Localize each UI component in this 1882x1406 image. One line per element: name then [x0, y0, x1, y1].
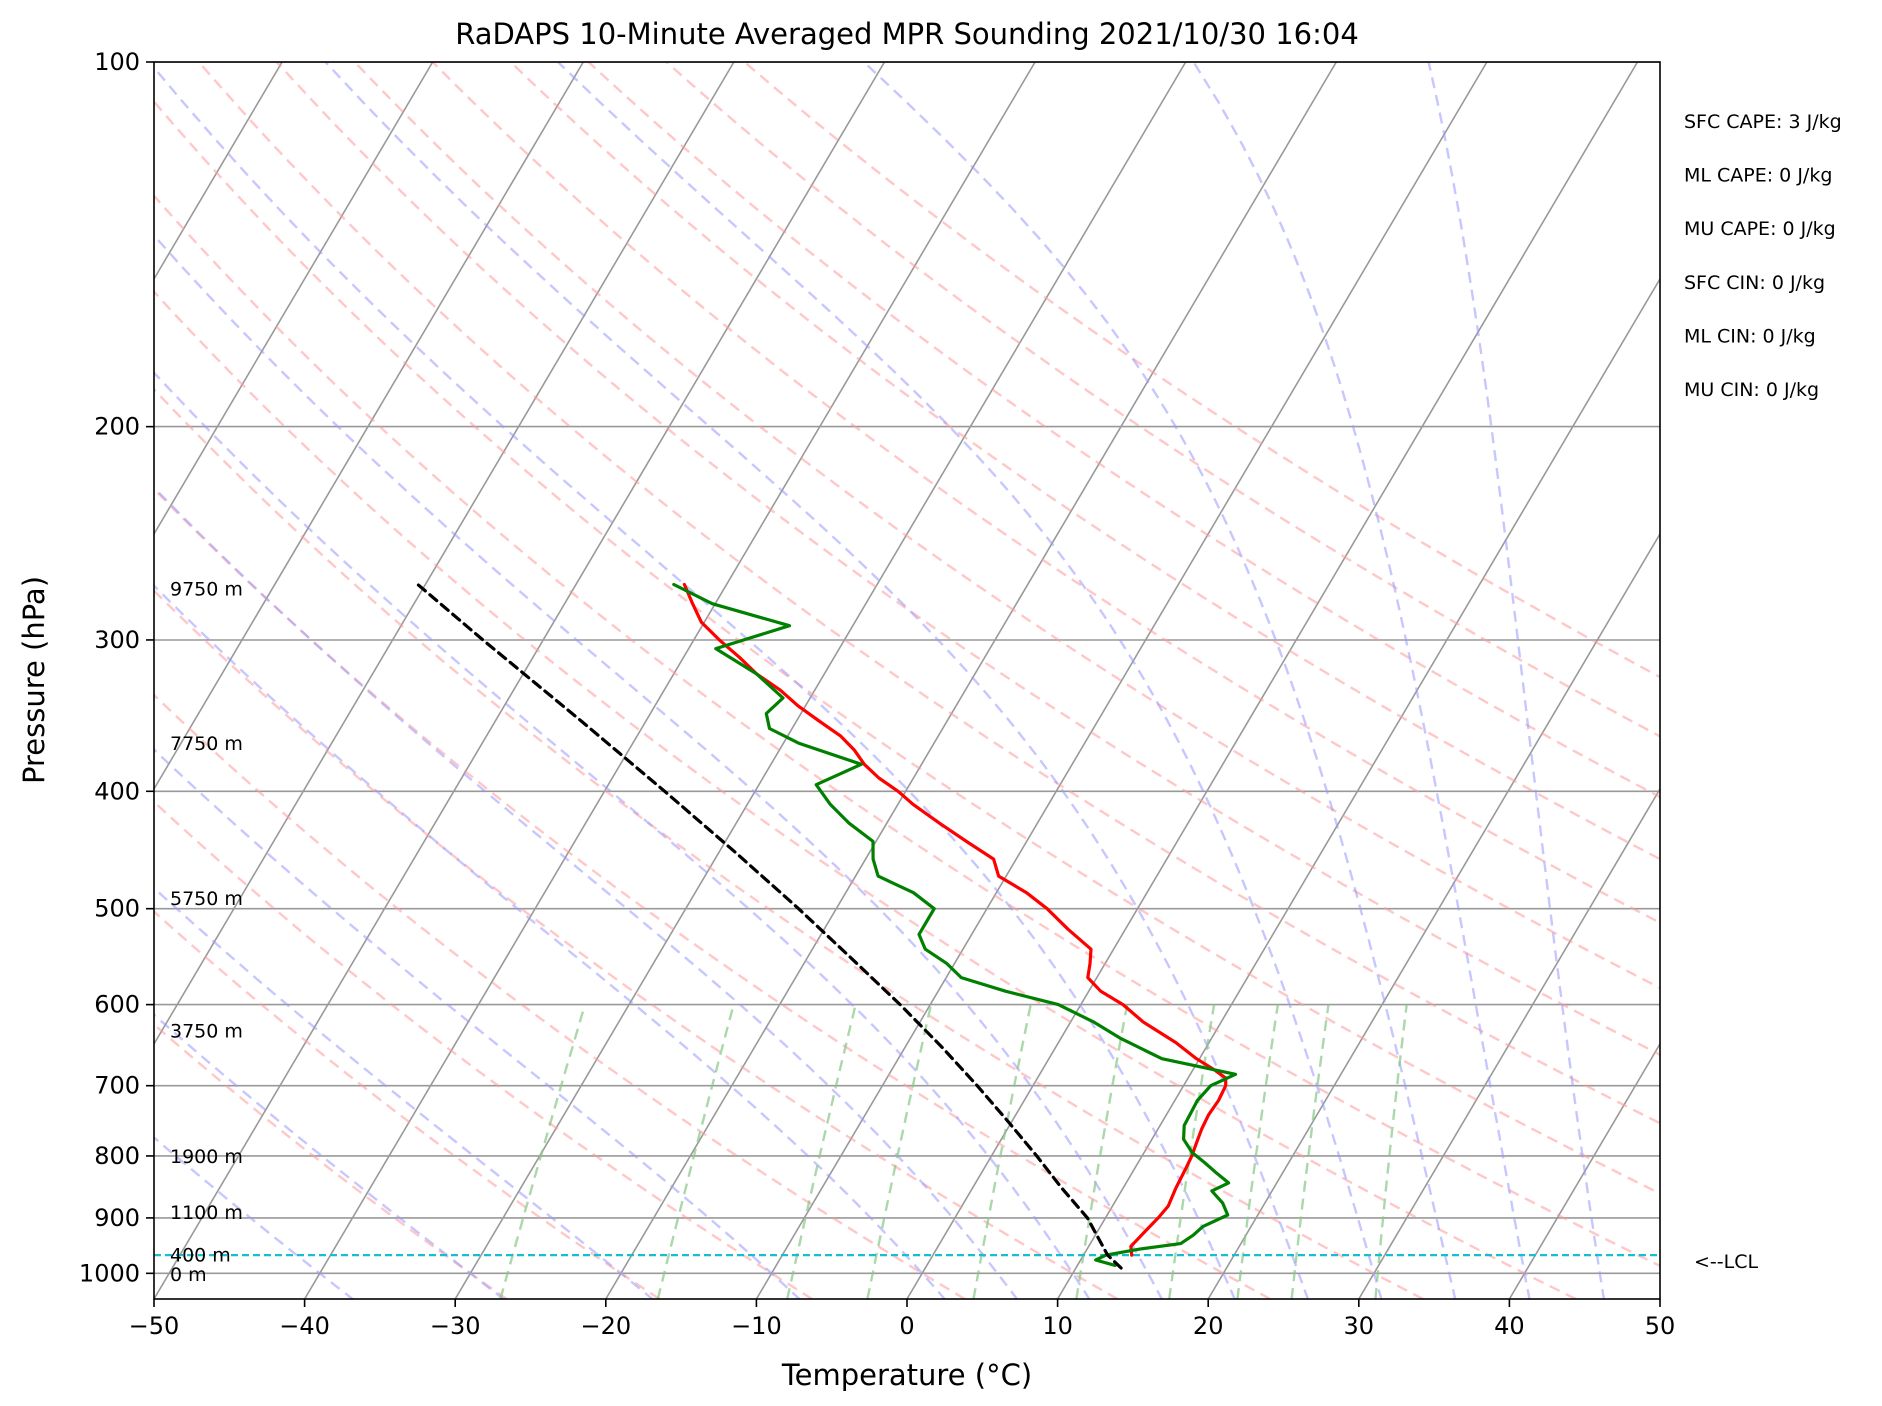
dry-adiabat	[154, 800, 813, 1299]
x-tick-label: −40	[279, 1312, 330, 1340]
moist-adiabat	[154, 1135, 355, 1299]
mixing-ratio-line	[1236, 1004, 1280, 1299]
x-tick-label: −10	[731, 1312, 782, 1340]
moist-adiabat	[154, 370, 1091, 1299]
stability-index: SFC CAPE: 3 J/kg	[1684, 111, 1842, 133]
stability-index: ML CIN: 0 J/kg	[1684, 325, 1816, 347]
moist-adiabat	[154, 1013, 506, 1299]
y-tick-label: 500	[94, 895, 140, 923]
isotherm-gridline	[755, 62, 1488, 1299]
x-tick-label: 0	[899, 1312, 914, 1340]
x-axis-label: Temperature (°C)	[781, 1358, 1032, 1392]
dewpoint-profile	[672, 582, 1238, 1267]
mixing-ratio-line	[866, 1004, 933, 1299]
y-tick-label: 200	[94, 413, 140, 441]
x-tick-label: −30	[430, 1312, 481, 1340]
height-label: 5750 m	[170, 888, 243, 910]
mixing-ratio-line	[972, 1004, 1032, 1299]
mixing-ratio-line	[1075, 1004, 1129, 1299]
dry-adiabat	[587, 62, 1660, 799]
height-label: 7750 m	[170, 733, 243, 755]
height-label: 1100 m	[170, 1202, 243, 1224]
isotherm-gridline	[154, 62, 735, 1046]
x-tick-label: 50	[1645, 1312, 1676, 1340]
isotherm-gridline	[154, 62, 584, 791]
y-tick-label: 600	[94, 991, 140, 1019]
dry-adiabat	[197, 62, 1660, 1125]
stability-index: MU CAPE: 0 J/kg	[1684, 218, 1836, 240]
dry-adiabat	[509, 62, 1660, 861]
dry-adiabat	[154, 99, 1660, 1195]
isotherm-gridline	[1056, 277, 1660, 1299]
isotherm-gridline	[1207, 532, 1660, 1299]
dry-adiabat	[154, 289, 1577, 1299]
y-tick-label: 800	[94, 1142, 140, 1170]
mixing-ratio-line	[499, 1004, 587, 1299]
dry-adiabat	[154, 387, 1424, 1299]
y-tick-label: 300	[94, 626, 140, 654]
mixing-ratio-line	[1374, 1004, 1408, 1299]
stability-index: ML CAPE: 0 J/kg	[1684, 165, 1832, 187]
stability-index: SFC CIN: 0 J/kg	[1684, 272, 1825, 294]
isotherm-gridline	[454, 62, 1187, 1299]
dry-adiabat	[743, 62, 1660, 679]
isotherm-gridline	[906, 62, 1639, 1299]
y-tick-label: 700	[94, 1072, 140, 1100]
y-tick-label: 100	[94, 48, 140, 76]
parcel-profile	[416, 582, 1123, 1270]
moist-adiabat	[557, 62, 1383, 1299]
x-tick-label: 40	[1494, 1312, 1525, 1340]
isotherm-gridline	[154, 62, 434, 536]
dry-adiabat	[353, 62, 1660, 990]
moist-adiabat	[154, 65, 1236, 1299]
mixing-ratio-line	[1290, 1004, 1330, 1299]
moist-adiabat	[154, 584, 947, 1299]
chart-title: RaDAPS 10-Minute Averaged MPR Sounding 2…	[455, 17, 1359, 51]
isotherm-gridline	[1358, 787, 1660, 1299]
dry-adiabat	[154, 589, 1119, 1299]
temperature-profile	[682, 582, 1228, 1257]
isotherm-gridline	[1508, 1042, 1660, 1299]
moist-adiabat	[154, 747, 802, 1299]
dry-adiabat	[154, 1022, 508, 1299]
x-tick-label: 20	[1193, 1312, 1224, 1340]
height-label: 0 m	[170, 1264, 207, 1286]
moist-adiabat	[1192, 62, 1531, 1299]
mixing-ratio-line	[786, 1004, 857, 1299]
moist-adiabat	[154, 233, 1164, 1299]
moist-adiabat	[863, 62, 1457, 1299]
isotherm-gridline	[303, 62, 1036, 1299]
dry-adiabat	[154, 909, 661, 1299]
x-tick-label: 30	[1344, 1312, 1375, 1340]
height-label: 9750 m	[170, 578, 243, 600]
height-label: 3750 m	[170, 1020, 243, 1042]
lcl-label: <--LCL	[1694, 1251, 1758, 1273]
moist-adiabat	[154, 886, 655, 1299]
isotherm-gridline	[605, 62, 1337, 1299]
mixing-ratio-line	[656, 1004, 735, 1299]
dry-adiabat	[275, 62, 1660, 1057]
x-tick-label: −20	[580, 1312, 631, 1340]
height-label: 400 m	[170, 1245, 231, 1267]
dry-adiabat	[154, 194, 1660, 1268]
dry-adiabat	[665, 62, 1660, 738]
y-tick-label: 1000	[79, 1259, 140, 1287]
y-tick-label: 400	[94, 777, 140, 805]
x-tick-label: −50	[129, 1312, 180, 1340]
isotherm-gridline	[154, 62, 886, 1299]
y-axis-label: Pressure (hPa)	[17, 576, 51, 784]
dry-adiabat	[154, 487, 1271, 1299]
stability-index: MU CIN: 0 J/kg	[1684, 379, 1819, 401]
moist-adiabat	[154, 485, 1019, 1299]
moist-adiabat	[324, 62, 1310, 1299]
isotherm-gridline	[154, 62, 283, 281]
y-tick-label: 900	[94, 1204, 140, 1232]
dry-adiabat	[431, 62, 1660, 925]
moist-adiabat	[1427, 62, 1606, 1299]
dry-adiabat	[154, 693, 966, 1299]
x-tick-label: 10	[1042, 1312, 1073, 1340]
height-label: 1900 m	[170, 1146, 243, 1168]
